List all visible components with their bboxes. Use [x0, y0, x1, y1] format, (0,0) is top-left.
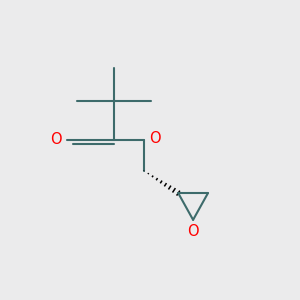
Text: O: O — [187, 224, 199, 238]
Text: O: O — [149, 130, 161, 146]
Text: O: O — [50, 132, 61, 147]
